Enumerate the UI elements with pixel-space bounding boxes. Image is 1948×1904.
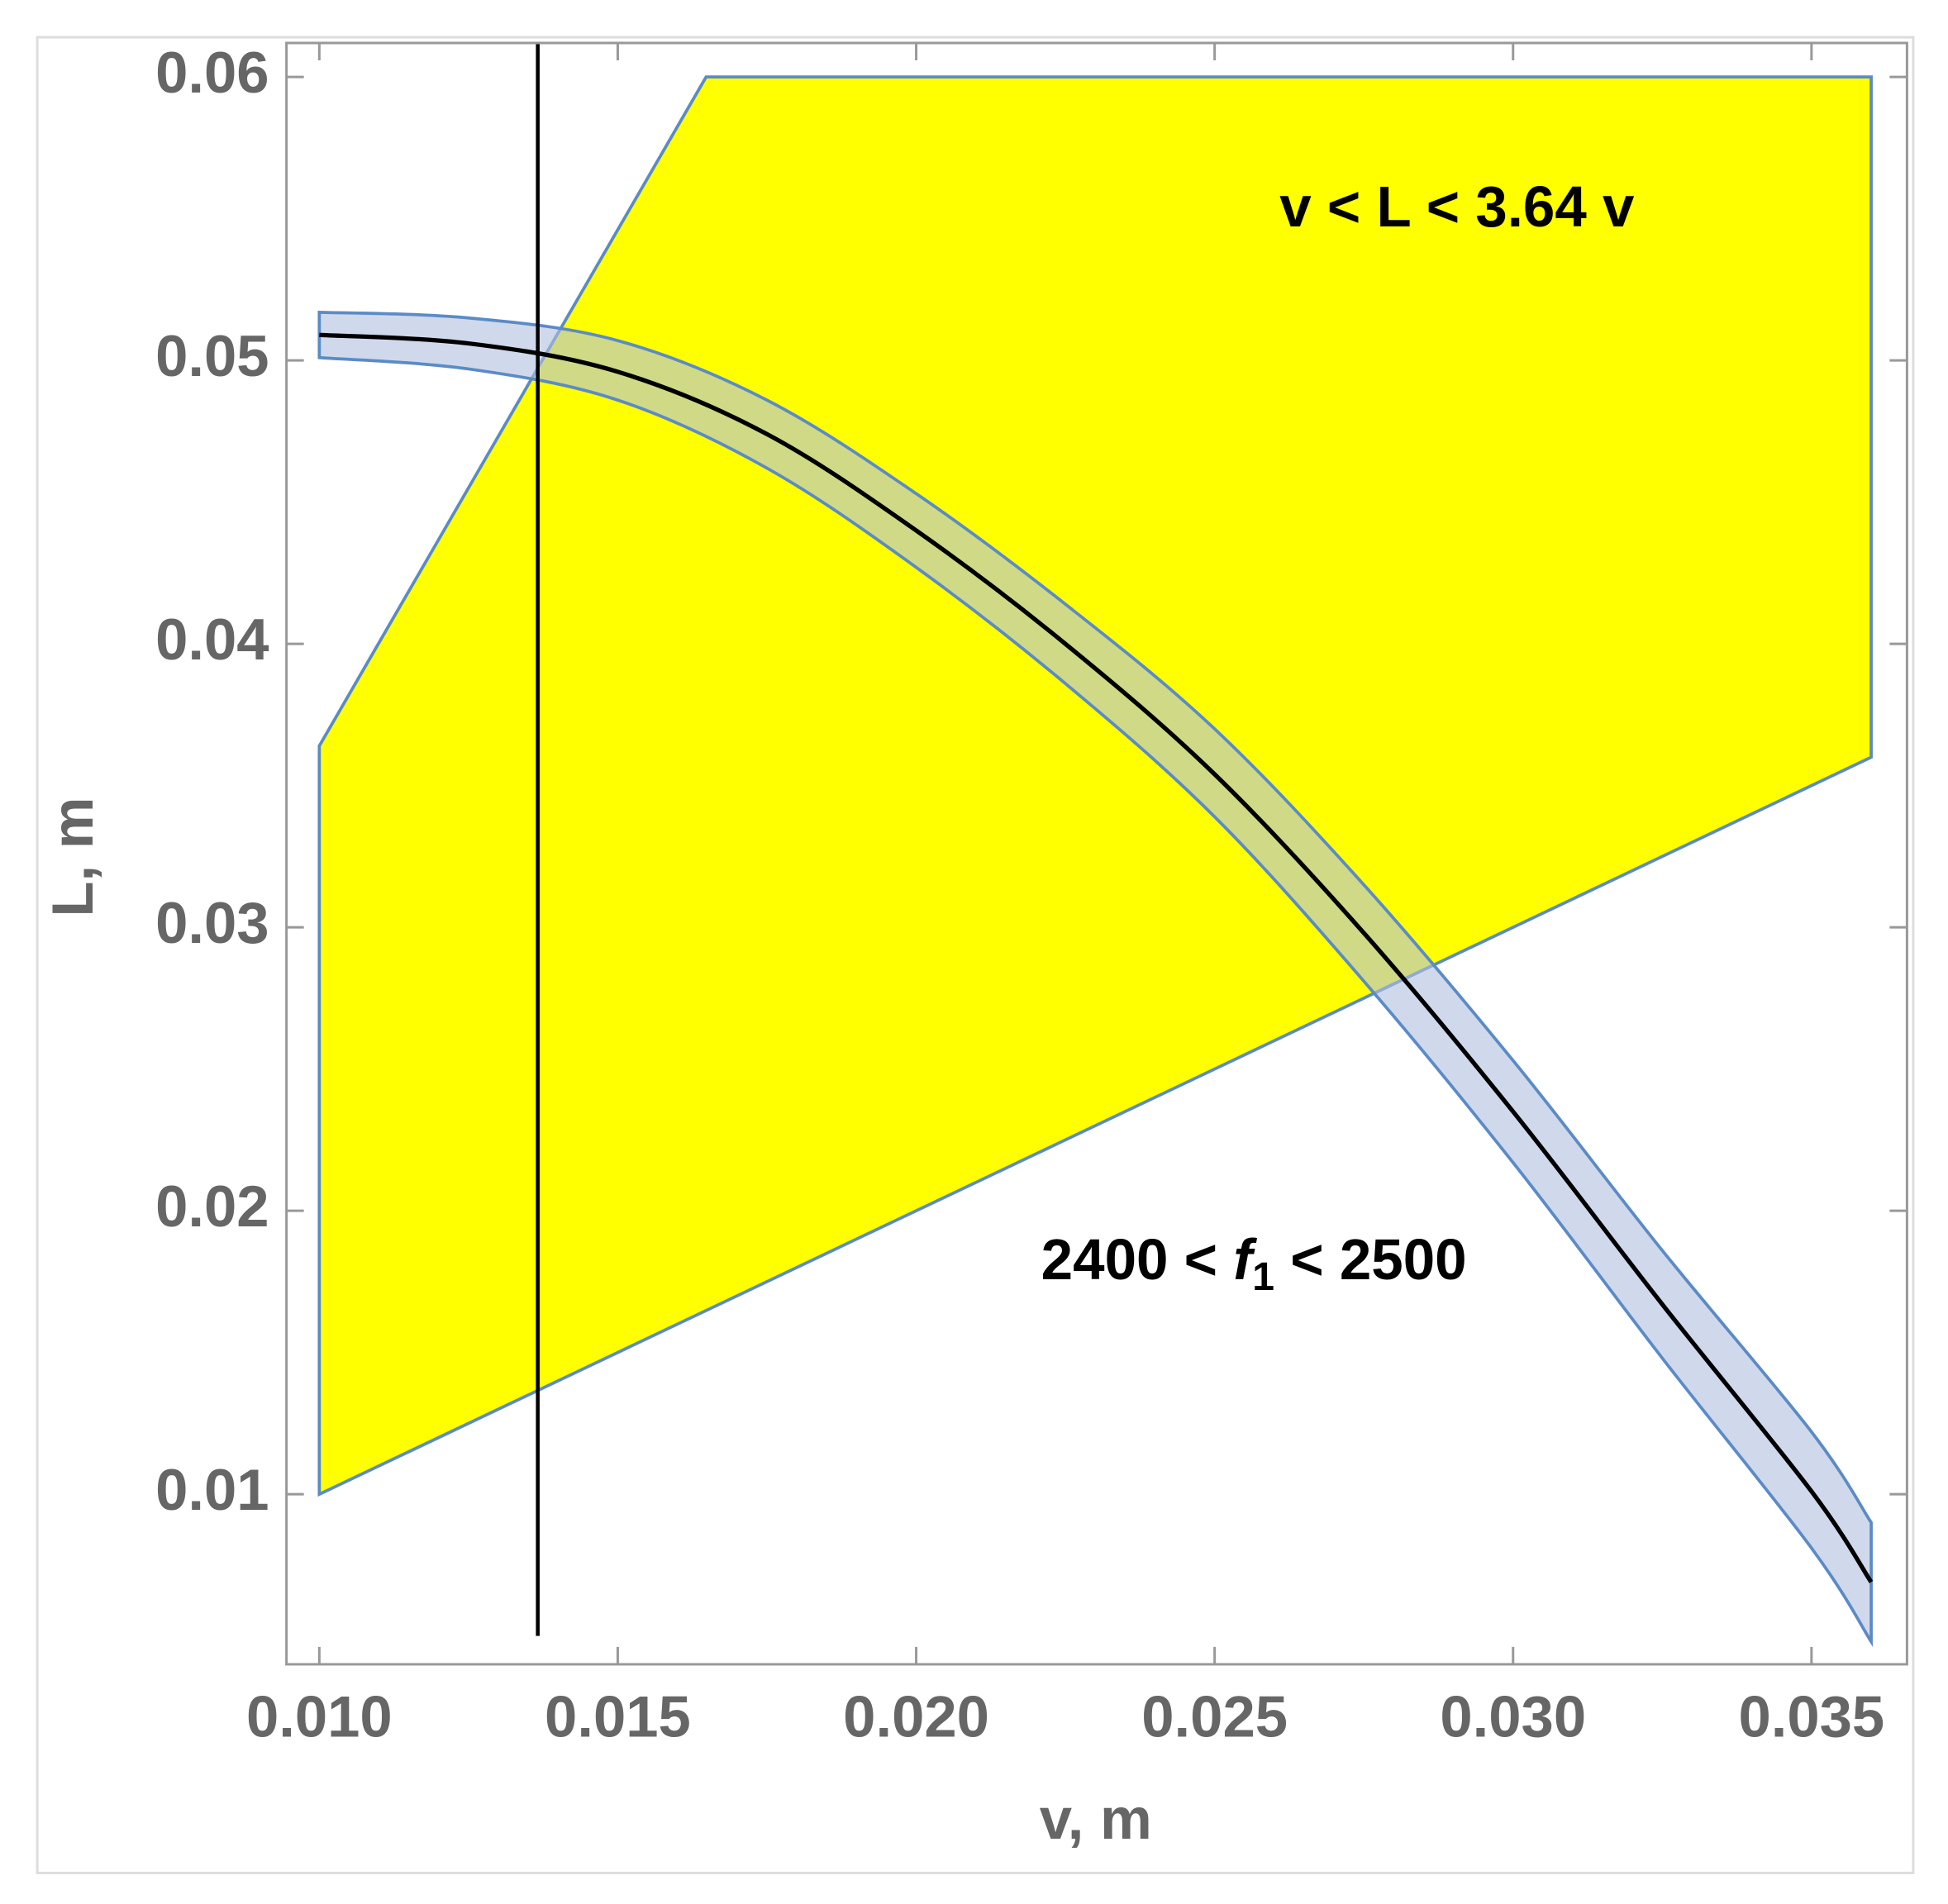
y-tick-label: 0.06 (155, 40, 269, 105)
annotation: v < L < 3.64 v (1279, 174, 1635, 239)
x-tick-label: 0.020 (843, 1684, 989, 1749)
x-tick-label: 0.030 (1440, 1684, 1586, 1749)
curve (319, 332, 1874, 1583)
y-tick-label: 0.05 (155, 323, 269, 388)
x-axis-label: v, m (1040, 1786, 1152, 1851)
x-tick-label: 0.035 (1738, 1684, 1884, 1749)
annotation-part: 2400 < (1041, 1227, 1234, 1292)
x-tick-label: 0.025 (1141, 1684, 1288, 1749)
y-tick-label: 0.03 (155, 890, 269, 955)
plot-area (285, 41, 1908, 1666)
y-axis-label: L, m (40, 797, 105, 916)
annotation: 2400 < f1 < 2500 (1041, 1227, 1467, 1298)
annotation-part: 1 (1252, 1254, 1274, 1299)
annotation-part: < 2500 (1274, 1227, 1467, 1292)
x-tick-label: 0.010 (246, 1684, 393, 1749)
x-tick-label: 0.015 (545, 1684, 691, 1749)
y-tick-label: 0.01 (155, 1457, 269, 1522)
frequency-band (317, 310, 1873, 1647)
y-tick-label: 0.04 (155, 607, 269, 672)
y-tick-label: 0.02 (155, 1173, 269, 1239)
plot-frame (285, 41, 1908, 1666)
